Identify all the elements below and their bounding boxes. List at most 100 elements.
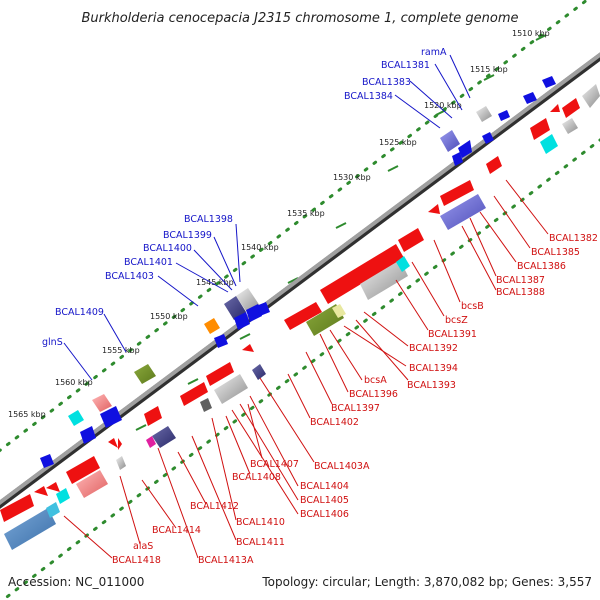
tick-label: 1525 kbp (379, 138, 417, 147)
gene-block[interactable] (56, 488, 70, 504)
gene-arrow[interactable] (440, 180, 474, 206)
gene-arrow[interactable] (108, 438, 118, 448)
gene-block[interactable] (540, 134, 558, 154)
gene-label-bcal1399[interactable]: BCAL1399 (163, 230, 212, 241)
gene-arrow[interactable] (206, 362, 234, 386)
gene-label-bcal1393[interactable]: BCAL1393 (407, 380, 456, 391)
gene-arrow[interactable] (562, 98, 580, 118)
gene-label-bcal1386[interactable]: BCAL1386 (517, 261, 566, 272)
gene-label-bcal1413a[interactable]: BCAL1413A (198, 555, 254, 566)
upper-gene-labels: ramA BCAL1381 BCAL1383 BCAL1384 BCAL1398… (42, 47, 447, 348)
tick-label: 1545 kbp (196, 278, 234, 287)
gene-block[interactable] (224, 296, 246, 320)
gene-block[interactable] (440, 194, 486, 230)
gene-label-bcal1383[interactable]: BCAL1383 (362, 77, 411, 88)
gene-arrow[interactable] (118, 438, 122, 450)
gene-arrow[interactable] (523, 92, 537, 104)
gene-arrow[interactable] (144, 406, 162, 426)
tick-label: 1520 kbp (424, 101, 462, 110)
gene-block[interactable] (440, 130, 460, 152)
gene-arrow[interactable] (234, 312, 250, 330)
gene-arrow[interactable] (66, 456, 100, 484)
gene-label-bcal1398[interactable]: BCAL1398 (184, 214, 233, 225)
gene-block[interactable] (360, 260, 408, 300)
gene-label-bcal1414[interactable]: BCAL1414 (152, 525, 201, 536)
gene-arrow[interactable] (428, 204, 440, 214)
gene-label-bcal1404[interactable]: BCAL1404 (300, 481, 349, 492)
gene-label-bcal1418[interactable]: BCAL1418 (112, 555, 161, 566)
gene-arrow[interactable] (40, 454, 54, 468)
gene-block[interactable] (214, 374, 248, 404)
genome-info-text: Topology: circular; Length: 3,870,082 bp… (261, 575, 592, 589)
gene-label-bcal1397[interactable]: BCAL1397 (331, 403, 380, 414)
gene-label-bcal1384[interactable]: BCAL1384 (344, 91, 393, 102)
gene-label-bcal1406[interactable]: BCAL1406 (300, 509, 349, 520)
gene-label-bcal1409[interactable]: BCAL1409 (55, 307, 104, 318)
gene-arrow[interactable] (0, 494, 34, 522)
gene-arrow[interactable] (180, 382, 208, 406)
gene-block[interactable] (76, 470, 108, 498)
gene-block[interactable] (200, 398, 212, 412)
gene-arrow[interactable] (550, 104, 560, 112)
gene-arrow[interactable] (530, 118, 550, 140)
gene-arrow[interactable] (458, 140, 472, 158)
gene-block[interactable] (116, 456, 126, 470)
gene-label-bcal1400[interactable]: BCAL1400 (143, 243, 192, 254)
gene-label-bcsb[interactable]: bcsB (461, 301, 484, 312)
gene-arrow[interactable] (320, 244, 404, 304)
gene-label-bcal1392[interactable]: BCAL1392 (409, 343, 458, 354)
gene-label-bcal1412[interactable]: BCAL1412 (190, 501, 239, 512)
gene-arrow[interactable] (452, 152, 463, 166)
gene-arrow[interactable] (482, 132, 494, 144)
gene-block[interactable] (68, 410, 84, 426)
gene-label-bcal1396[interactable]: BCAL1396 (349, 389, 398, 400)
gene-block[interactable] (46, 502, 60, 518)
gene-block[interactable] (4, 508, 56, 550)
gene-label-bcsz[interactable]: bcsZ (445, 315, 468, 326)
gene-arrow[interactable] (100, 406, 122, 428)
gene-arrow[interactable] (214, 334, 228, 348)
gene-label-bcal1394[interactable]: BCAL1394 (409, 363, 458, 374)
gene-block[interactable] (562, 118, 578, 134)
gene-block[interactable] (146, 436, 156, 448)
gene-label-bcal1385[interactable]: BCAL1385 (531, 247, 580, 258)
gene-label-bcal1401[interactable]: BCAL1401 (124, 257, 173, 268)
gene-block[interactable] (152, 426, 176, 448)
gene-label-bcal1403[interactable]: BCAL1403 (105, 271, 154, 282)
gene-arrow[interactable] (34, 486, 48, 496)
gene-label-bcal1410[interactable]: BCAL1410 (236, 517, 285, 528)
gene-arrow[interactable] (542, 76, 556, 88)
gene-label-bcal1403a[interactable]: BCAL1403A (314, 461, 370, 472)
gene-arrow[interactable] (486, 156, 502, 174)
gene-block[interactable] (396, 256, 410, 272)
gene-block[interactable] (204, 318, 220, 334)
gene-block[interactable] (252, 364, 266, 380)
gene-arrow[interactable] (46, 482, 60, 492)
gene-block[interactable] (332, 304, 346, 318)
gene-arrow[interactable] (284, 302, 322, 330)
gene-arrow[interactable] (256, 302, 270, 316)
gene-label-bcal1381[interactable]: BCAL1381 (381, 60, 430, 71)
gene-label-rama[interactable]: ramA (421, 47, 447, 58)
gene-label-bcal1388[interactable]: BCAL1388 (496, 287, 545, 298)
gene-label-alas[interactable]: alaS (133, 541, 153, 552)
gene-arrow[interactable] (498, 110, 510, 121)
gene-arrow[interactable] (398, 228, 424, 252)
gene-label-bcal1407[interactable]: BCAL1407 (250, 459, 299, 470)
gene-arrow[interactable] (582, 84, 600, 108)
gene-label-glns[interactable]: glnS (42, 337, 63, 348)
gene-label-bcsa[interactable]: bcsA (364, 375, 387, 386)
gene-block[interactable] (134, 364, 156, 384)
gene-label-bcal1402[interactable]: BCAL1402 (310, 417, 359, 428)
gene-label-bcal1405[interactable]: BCAL1405 (300, 495, 349, 506)
gene-block[interactable] (92, 394, 112, 412)
gene-label-bcal1391[interactable]: BCAL1391 (428, 329, 477, 340)
gene-arrow[interactable] (242, 344, 254, 352)
gene-arrow[interactable] (80, 426, 96, 444)
gene-label-bcal1408[interactable]: BCAL1408 (232, 472, 281, 483)
gene-label-bcal1387[interactable]: BCAL1387 (496, 275, 545, 286)
upper-features (40, 76, 556, 468)
gene-block[interactable] (476, 106, 492, 122)
gene-label-bcal1411[interactable]: BCAL1411 (236, 537, 285, 548)
gene-label-bcal1382[interactable]: BCAL1382 (549, 233, 598, 244)
